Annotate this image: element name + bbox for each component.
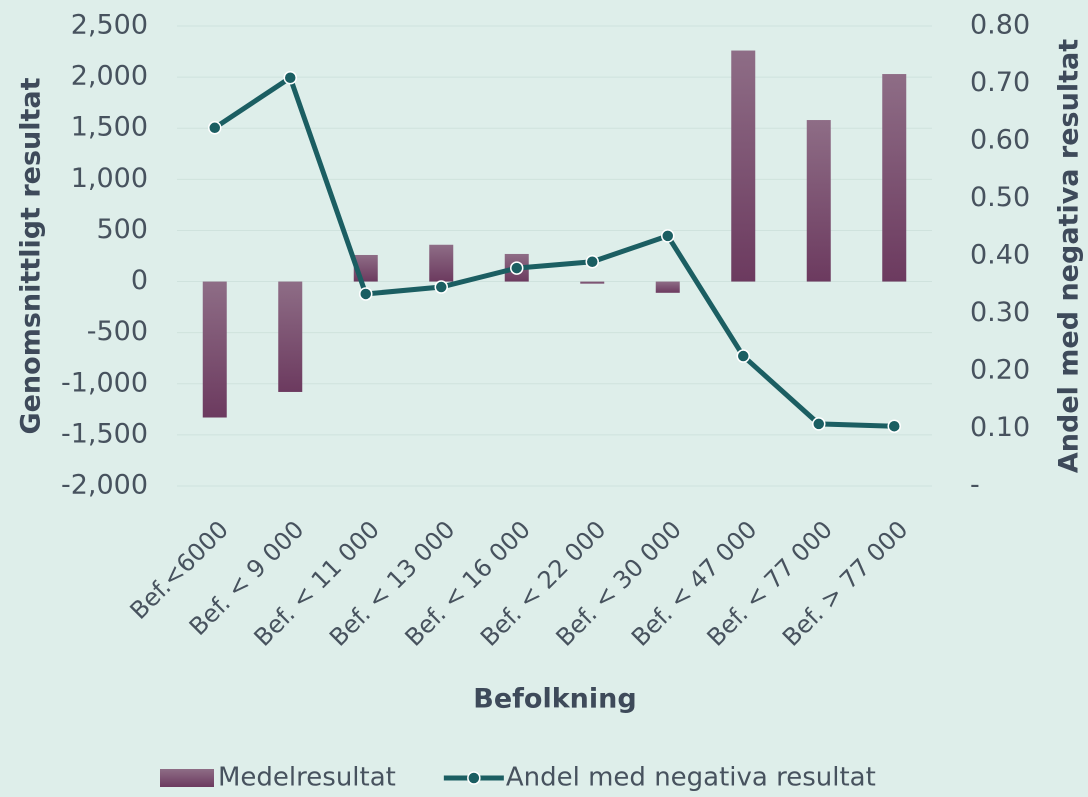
y-tick-label: -2,000 — [61, 470, 148, 501]
marker — [661, 229, 675, 243]
legend-label: Andel med negativa resultat — [506, 763, 876, 793]
bar — [278, 281, 303, 392]
y2-tick-label: - — [970, 470, 980, 501]
marker — [359, 287, 373, 301]
y2-tick-label: 0.60 — [970, 125, 1030, 156]
marker — [510, 261, 524, 275]
y2-tick-label: 0.50 — [970, 182, 1030, 213]
bar — [580, 281, 605, 284]
y-tick-label: 500 — [96, 214, 148, 245]
y-tick-label: 1,500 — [71, 112, 148, 143]
y-tick-label: -500 — [87, 316, 148, 347]
y-tick-label: 1,000 — [71, 163, 148, 194]
bar — [202, 281, 227, 418]
y2-tick-label: 0.80 — [970, 10, 1030, 41]
y-tick-label: -1,500 — [61, 418, 148, 449]
y2-tick-label: 0.70 — [970, 67, 1030, 98]
bar — [429, 244, 454, 282]
y2-tick-label: 0.30 — [970, 297, 1030, 328]
bar — [731, 50, 756, 282]
y2-axis-title: Andel med negativa resultat — [1054, 39, 1085, 473]
y-tick-label: -1,000 — [61, 367, 148, 398]
bar — [655, 281, 680, 293]
legend-swatch — [467, 771, 481, 785]
bar — [806, 120, 831, 282]
marker — [283, 71, 297, 85]
marker — [887, 419, 901, 433]
legend-swatch — [160, 769, 214, 787]
marker — [208, 121, 222, 135]
y2-tick-label: 0.40 — [970, 240, 1030, 271]
marker — [585, 255, 599, 269]
legend-label: Medelresultat — [218, 763, 396, 793]
bar — [882, 74, 907, 282]
y-tick-label: 0 — [131, 265, 148, 296]
y2-tick-label: 0.20 — [970, 355, 1030, 386]
y-tick-label: 2,000 — [71, 61, 148, 92]
x-axis-title: Befolkning — [473, 684, 636, 715]
marker — [736, 349, 750, 363]
y-tick-label: 2,500 — [71, 10, 148, 41]
y2-tick-label: 0.10 — [970, 412, 1030, 443]
y-axis-title: Genomsnittligt resultat — [16, 77, 47, 434]
line — [213, 73, 895, 429]
marker — [812, 417, 826, 431]
marker — [434, 280, 448, 294]
